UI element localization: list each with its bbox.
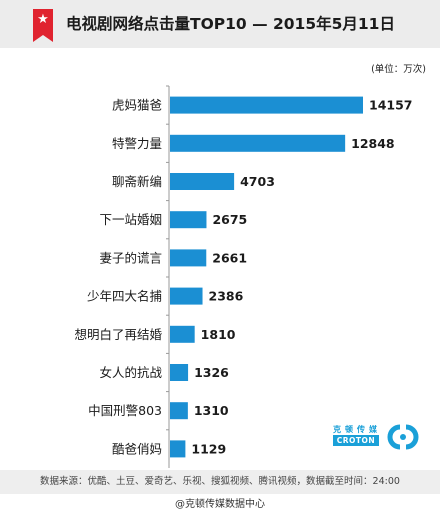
bar-value-label: 14157 bbox=[369, 98, 413, 113]
category-label: 女人的抗战 bbox=[99, 365, 162, 380]
category-label: 特警力量 bbox=[112, 136, 162, 151]
bar bbox=[170, 173, 235, 190]
bar-value-label: 2661 bbox=[212, 250, 247, 265]
logo-english-text: CROTON bbox=[333, 435, 379, 446]
bar-value-label: 1810 bbox=[201, 327, 236, 342]
croton-mark-icon bbox=[387, 424, 419, 450]
bar-value-label: 12848 bbox=[351, 136, 395, 151]
bar-value-label: 1326 bbox=[194, 365, 229, 380]
weibo-credit: @克顿传媒数据中心 bbox=[175, 499, 265, 510]
category-label: 妻子的谎言 bbox=[99, 250, 162, 265]
bar bbox=[170, 364, 189, 381]
category-label: 聊斋新编 bbox=[112, 174, 162, 189]
bar bbox=[170, 211, 207, 229]
bar-value-label: 1129 bbox=[191, 441, 226, 456]
category-label: 虎妈猫爸 bbox=[112, 98, 162, 113]
bar bbox=[170, 96, 363, 114]
header-bar: ★ 电视剧网络点击量TOP10 — 2015年5月11日 bbox=[0, 0, 440, 48]
category-label: 少年四大名捕 bbox=[87, 289, 162, 304]
category-label: 酷爸俏妈 bbox=[112, 441, 162, 456]
category-label: 想明白了再结婚 bbox=[74, 327, 162, 342]
bar-chart: 虎妈猫爸 14157 特警力量 12848 聊斋新编 4703 下一站婚姻 2675 妻子的谎言… bbox=[74, 85, 413, 468]
unit-label: (单位：万次) bbox=[371, 64, 426, 75]
star-badge-icon: ★ bbox=[33, 9, 53, 42]
bar bbox=[170, 402, 188, 420]
logo-chinese-text: 克顿传媒 bbox=[333, 425, 381, 434]
bar bbox=[170, 325, 195, 343]
bar bbox=[170, 440, 186, 458]
bar-value-label: 2386 bbox=[209, 289, 244, 304]
bar bbox=[170, 134, 346, 152]
bar-value-label: 2675 bbox=[212, 212, 247, 227]
croton-logo: 克顿传媒 CROTON bbox=[333, 424, 427, 454]
bar bbox=[170, 249, 207, 267]
page-title: 电视剧网络点击量TOP10 — 2015年5月11日 bbox=[66, 15, 395, 33]
data-source-note: 数据来源：优酷、土豆、爱奇艺、乐视、搜狐视频、腾讯视频，数据截至时间：24:00 bbox=[0, 470, 440, 494]
bar-value-label: 1310 bbox=[194, 403, 229, 418]
bar-value-label: 4703 bbox=[240, 174, 275, 189]
bar bbox=[170, 287, 203, 305]
category-label: 中国刑警803 bbox=[88, 403, 162, 418]
category-label: 下一站婚姻 bbox=[99, 212, 162, 227]
